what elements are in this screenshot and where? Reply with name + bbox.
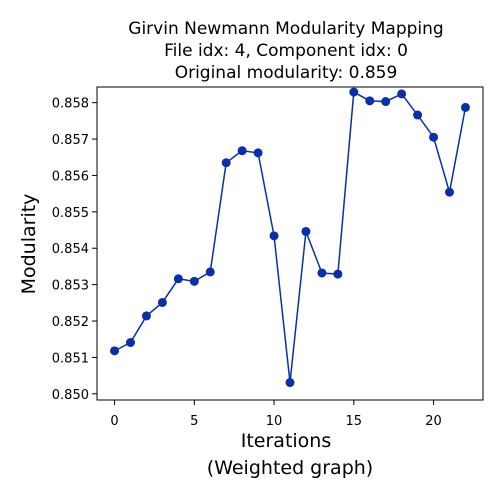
y-tick-label: 0.850 [52,388,89,403]
y-tick-label: 0.853 [52,279,89,294]
chart-title: Girvin Newmann Modularity Mapping File i… [128,19,443,83]
data-point [317,268,326,277]
x-axis-label-line-1: Iterations [241,430,332,452]
x-axis-label-line-2: (Weighted graph) [207,457,373,479]
data-point [174,274,183,283]
x-tick-label: 20 [425,414,442,429]
data-point [206,267,215,276]
y-tick-label: 0.855 [52,206,89,221]
x-tick-label: 5 [190,414,198,429]
data-point [270,231,279,240]
series-points-group [110,88,470,387]
series-line [115,92,466,382]
y-tick-label: 0.851 [52,351,89,366]
plot-area-frame [97,87,483,400]
y-tick-label: 0.852 [52,315,89,330]
series-line-group [115,92,466,382]
data-point [158,298,167,307]
x-tick-label: 10 [266,414,283,429]
data-point [222,158,231,167]
data-point [461,103,470,112]
data-point [126,338,135,347]
data-point [349,88,358,97]
y-tick-label: 0.858 [52,97,89,112]
data-point [365,96,374,105]
x-tick-label: 15 [346,414,363,429]
title-line-3: Original modularity: 0.859 [175,63,398,83]
data-point [381,97,390,106]
y-tick-label: 0.857 [52,133,89,148]
data-point [413,111,422,120]
data-point [429,133,438,142]
data-point [333,270,342,279]
data-point [254,148,263,157]
data-point [286,378,295,387]
data-point [397,89,406,98]
y-tick-label: 0.854 [52,242,89,257]
x-axis-ticks: 0 5 10 15 20 [110,400,441,429]
title-line-2: File idx: 4, Component idx: 0 [164,41,408,61]
x-axis-label: Iterations (Weighted graph) [207,430,373,479]
y-axis-label: Modularity [18,194,40,295]
data-point [190,277,199,286]
data-point [142,311,151,320]
data-point [110,346,119,355]
data-point [301,227,310,236]
x-tick-label: 0 [110,414,118,429]
title-line-1: Girvin Newmann Modularity Mapping [128,19,443,39]
data-point [238,146,247,155]
y-axis-ticks: 0.850 0.851 0.852 0.853 0.854 0.855 0.856 0.857… [52,97,97,403]
y-tick-label: 0.856 [52,169,89,184]
data-point [445,188,454,197]
